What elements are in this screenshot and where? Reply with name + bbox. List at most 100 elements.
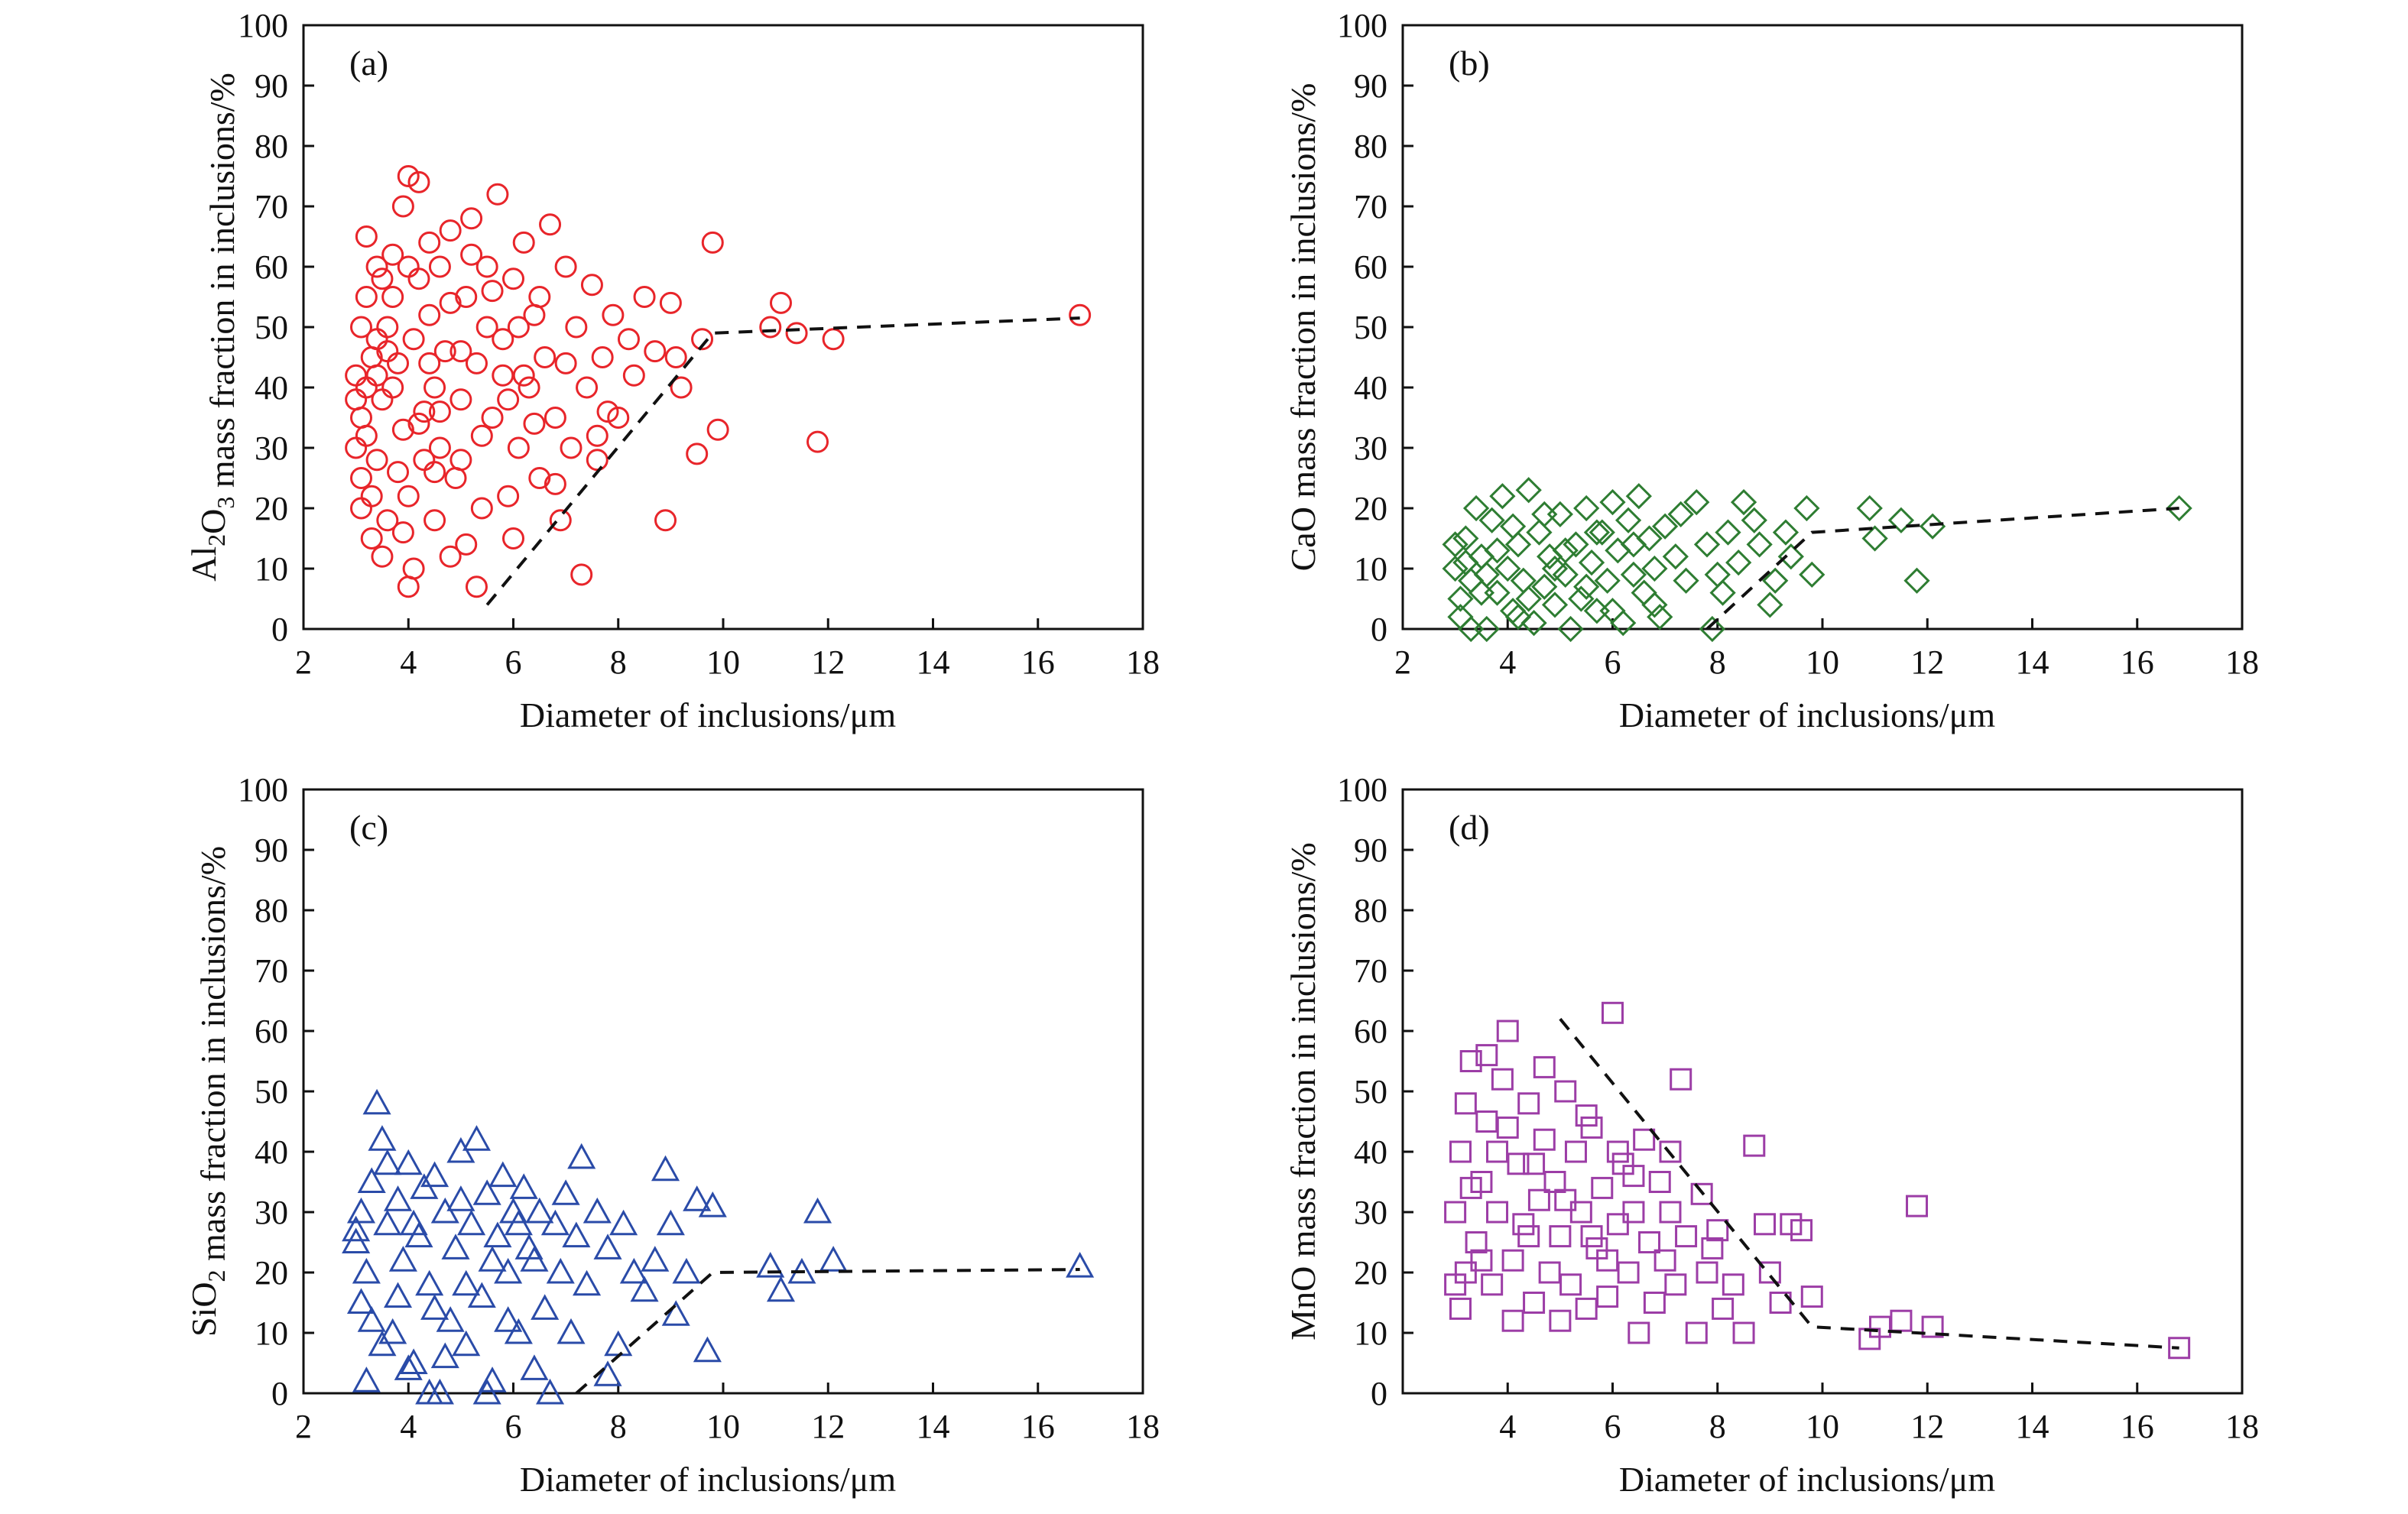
data-point — [1706, 1219, 1729, 1242]
data-point — [349, 407, 372, 429]
data-point — [1633, 1128, 1656, 1151]
data-point — [1638, 1231, 1661, 1253]
data-point — [460, 243, 483, 266]
data-point — [1552, 537, 1579, 564]
data-point — [1554, 1188, 1577, 1211]
panel-label: (b) — [1449, 44, 1490, 83]
x-tick-label: 6 — [1605, 1408, 1621, 1445]
data-point — [1762, 567, 1789, 594]
data-point — [457, 1209, 486, 1236]
data-point — [518, 376, 540, 399]
x-tick-label: 12 — [1910, 644, 1944, 681]
data-point — [534, 346, 557, 368]
data-point — [554, 352, 577, 374]
data-point — [596, 400, 619, 423]
panel-label: (c) — [349, 808, 388, 847]
data-point — [1746, 531, 1773, 558]
panel-c: 0 10 20 30 40 50 60 70 80 90 100 2 4 6 8 10 12 14 16 18 Diam… — [184, 771, 1160, 1499]
x-tick-label: 12 — [1910, 1408, 1944, 1445]
data-point — [355, 424, 378, 447]
data-point — [381, 376, 404, 399]
data-point — [1470, 1249, 1493, 1272]
data-point — [1594, 567, 1621, 594]
y-tick-label: 90 — [1354, 832, 1387, 869]
data-point — [1683, 488, 1710, 516]
data-point — [1615, 507, 1642, 533]
x-axis-title: Diameter of inclusions/μm — [520, 1460, 896, 1499]
data-point — [1652, 513, 1679, 540]
data-point — [355, 225, 378, 248]
data-point — [475, 316, 498, 339]
data-point — [1573, 573, 1600, 600]
data-point — [1643, 1292, 1666, 1314]
data-point — [1596, 1285, 1619, 1308]
data-point — [465, 352, 488, 374]
data-point — [656, 1209, 685, 1236]
data-point — [413, 449, 436, 472]
data-point — [481, 280, 504, 303]
data-point — [439, 219, 462, 242]
data-point — [388, 1246, 417, 1272]
data-point — [1606, 1140, 1629, 1163]
data-point — [1575, 1104, 1598, 1127]
trend-line — [485, 316, 1080, 606]
panel-a: 0 10 20 30 40 50 60 70 80 90 100 2 4 6 8 10 12 14 16 18 Diam… — [184, 7, 1160, 734]
y-tick-label: 20 — [255, 1254, 288, 1292]
y-tick-label: 40 — [1354, 369, 1387, 407]
data-point — [1475, 1044, 1498, 1067]
data-point — [1580, 1116, 1603, 1139]
data-point — [1620, 561, 1647, 588]
data-point — [1790, 1219, 1813, 1242]
y-tick-label: 100 — [1337, 771, 1387, 809]
data-point — [492, 328, 514, 351]
data-point — [670, 376, 693, 399]
data-point — [1861, 525, 1888, 552]
data-point — [1449, 1140, 1472, 1163]
data-point — [470, 497, 493, 520]
data-point — [402, 328, 425, 351]
data-point — [560, 436, 583, 459]
data-point — [391, 195, 414, 218]
data-point — [1725, 549, 1752, 576]
data-point — [1636, 525, 1663, 552]
data-point — [766, 1276, 796, 1302]
data-point — [1583, 519, 1611, 546]
x-tick-label: 18 — [1126, 1408, 1160, 1445]
y-axis-title: CaO mass fraction in inclusions/% — [1284, 83, 1322, 572]
data-point — [1906, 1195, 1929, 1217]
panel-b: 0 10 20 30 40 50 60 70 80 90 100 2 4 6 8 10 12 14 16 18 Diam… — [1284, 7, 2259, 734]
data-point — [557, 1318, 586, 1344]
data-point — [387, 461, 410, 484]
data-point — [1602, 1001, 1624, 1024]
y-tick-label: 20 — [1354, 490, 1387, 527]
data-point — [593, 1360, 622, 1386]
data-point — [349, 467, 372, 489]
data-point — [1531, 501, 1558, 528]
data-point — [1580, 1225, 1603, 1248]
x-tick-label: 18 — [2225, 644, 2259, 681]
data-point — [1496, 1020, 1519, 1042]
data-point — [1444, 1273, 1467, 1296]
x-tick-label: 14 — [917, 1408, 950, 1445]
data-point — [591, 346, 614, 368]
y-tick-label: 30 — [255, 430, 288, 467]
data-point — [1557, 615, 1584, 643]
data-point — [1625, 483, 1652, 510]
y-tick-label: 80 — [1354, 892, 1387, 929]
data-point — [381, 286, 404, 308]
data-point — [769, 291, 792, 314]
data-point — [785, 322, 808, 345]
x-tick-label: 2 — [295, 1408, 312, 1445]
data-point — [549, 509, 572, 532]
data-point — [424, 461, 446, 484]
data-point — [1617, 1261, 1640, 1284]
data-point — [622, 364, 645, 387]
data-point — [1921, 1315, 1944, 1338]
data-point — [360, 485, 383, 507]
x-tick-label: 8 — [610, 644, 627, 681]
data-point — [1799, 561, 1825, 588]
data-point — [360, 527, 383, 550]
x-tick-label: 6 — [505, 1408, 522, 1445]
data-point — [394, 1354, 423, 1380]
